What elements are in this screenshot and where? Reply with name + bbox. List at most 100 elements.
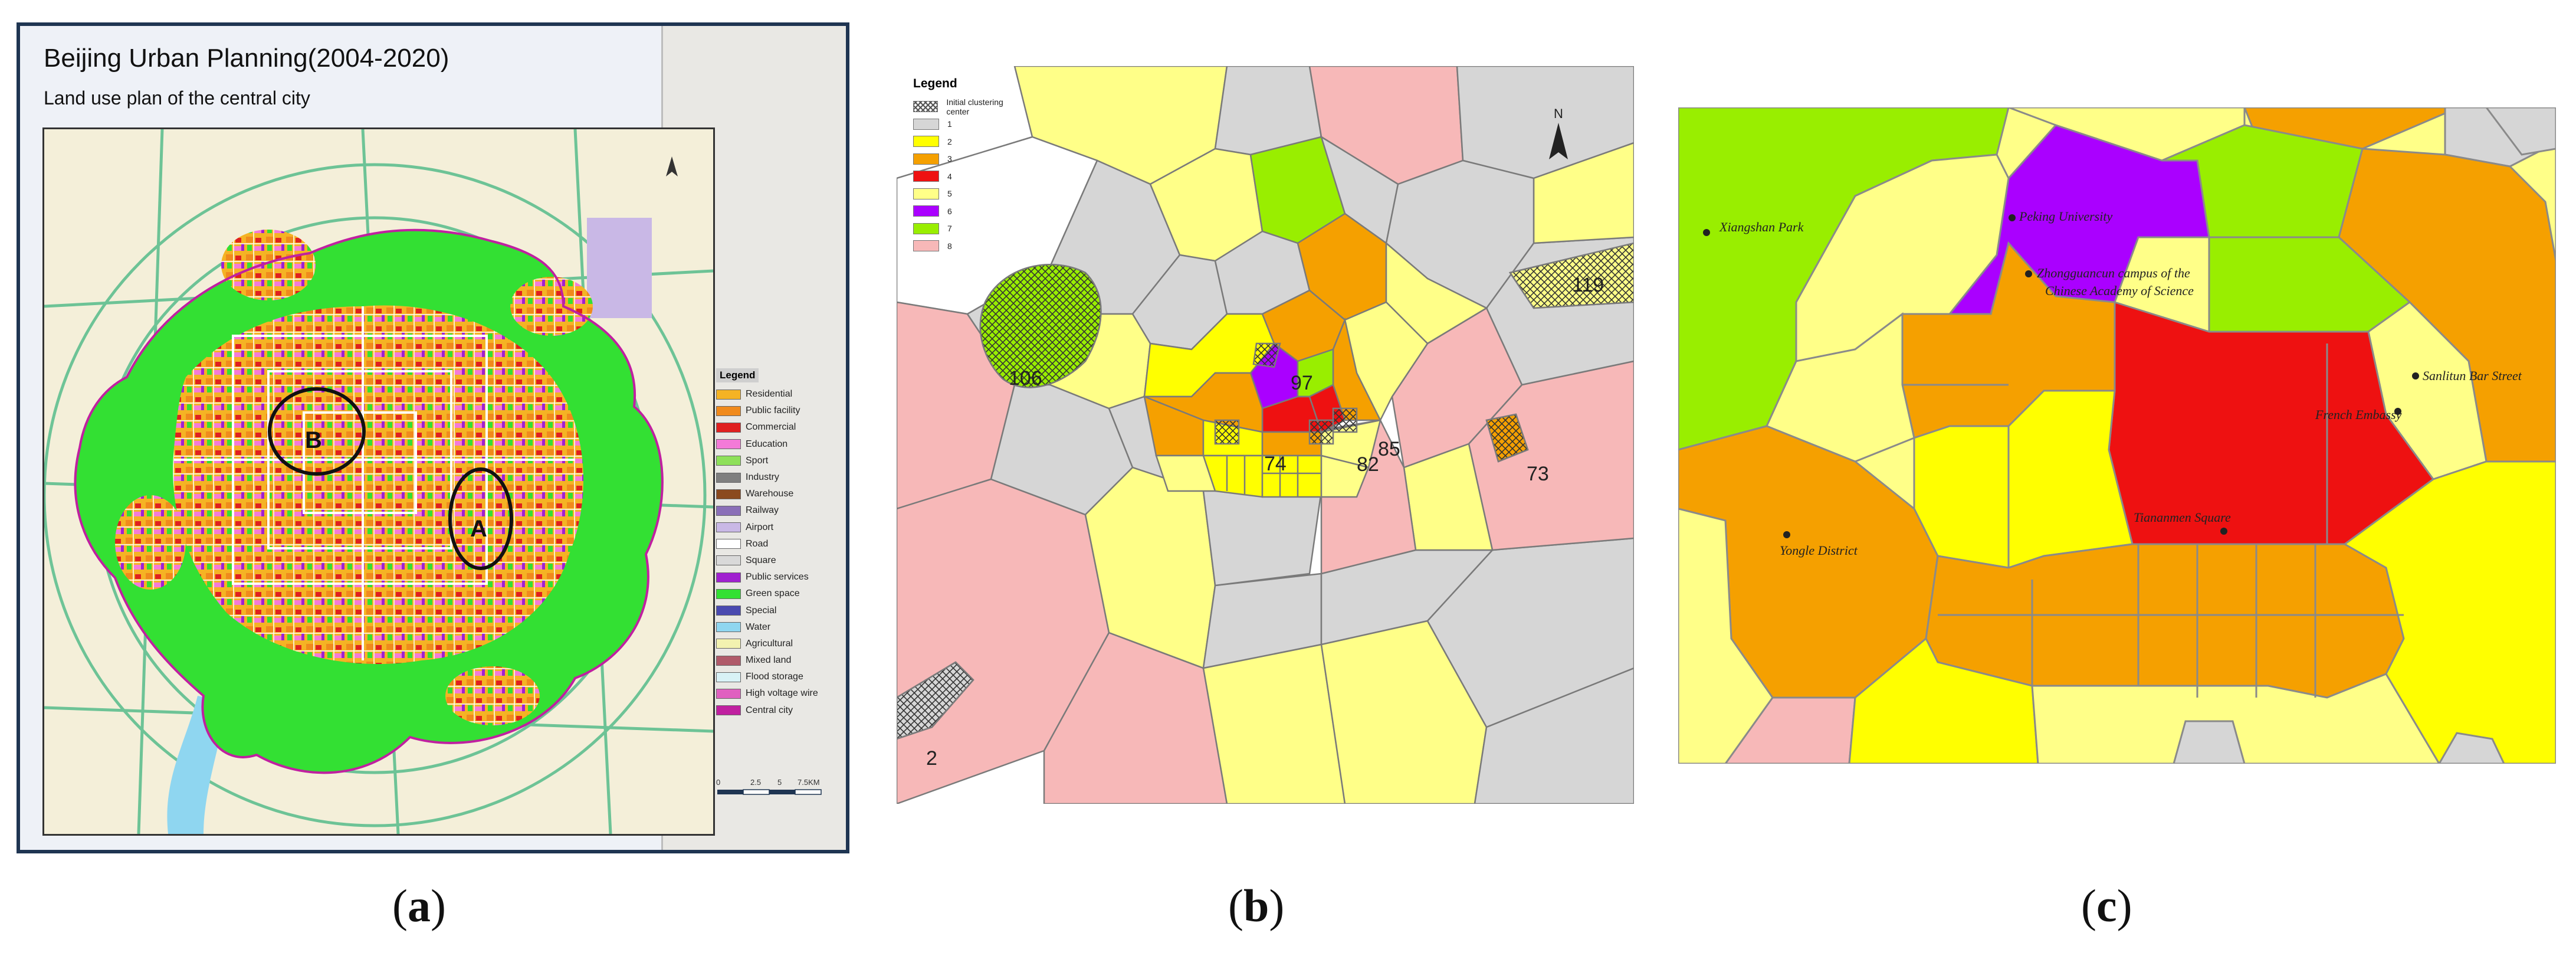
place-label-sanlitun: Sanlitun Bar Street xyxy=(2423,368,2522,383)
legend-title: Legend xyxy=(913,77,957,90)
legend-a-label: Road xyxy=(746,538,769,549)
legend-a-label: Industry xyxy=(746,472,779,483)
cluster-label-97: 97 xyxy=(1291,372,1313,394)
legend-a-item: Residential xyxy=(716,386,822,403)
legend-title: Legend xyxy=(716,368,759,382)
legend-b-label: 6 xyxy=(947,206,952,216)
land-use-map: B A xyxy=(42,127,715,836)
legend-a-item: Public services xyxy=(716,569,822,585)
legend-b-swatch xyxy=(913,136,939,148)
cluster-label-119: 119 xyxy=(1572,274,1604,296)
marker-a-label: A xyxy=(470,516,487,542)
marker-b-label: B xyxy=(305,427,322,453)
legend-b-item: 1 xyxy=(913,116,1025,133)
legend-a-swatch xyxy=(716,705,741,716)
legend-a-item: Airport xyxy=(716,519,822,536)
north-arrow-icon xyxy=(1549,123,1568,159)
marker-b-circle xyxy=(268,387,366,476)
legend-b-item: 4 xyxy=(913,168,1025,185)
legend-a-item: Central city xyxy=(716,702,822,719)
panel-a-land-use-plan: Beijing Urban Planning(2004-2020) Land u… xyxy=(17,22,849,853)
legend-a-label: Public services xyxy=(746,572,809,583)
place-dot-tiananmen xyxy=(2220,528,2227,535)
legend-a-swatch xyxy=(716,655,741,666)
legend-b-swatch xyxy=(913,118,939,130)
map-title: Beijing Urban Planning(2004-2020) xyxy=(44,44,449,73)
panel-c-central-detail: Xiangshan Park Peking University Zhonggu… xyxy=(1678,107,2556,764)
legend-a-label: Water xyxy=(746,621,771,632)
legend-b-swatch xyxy=(913,240,939,252)
legend-a-label: Warehouse xyxy=(746,489,794,499)
cluster-label-82: 82 xyxy=(1357,453,1379,476)
cluster-label-74: 74 xyxy=(1264,453,1287,475)
legend-a-label: Railway xyxy=(746,505,779,516)
legend-a-item: Road xyxy=(716,536,822,552)
legend-a-label: Special xyxy=(746,605,777,616)
legend-a-item: Green space xyxy=(716,585,822,602)
place-label-xiangshan: Xiangshan Park xyxy=(1719,220,1804,234)
caption-a: (a) xyxy=(392,880,446,931)
legend-a-item: Railway xyxy=(716,502,822,519)
legend-b-item: 5 xyxy=(913,185,1025,203)
legend-a-item: Agricultural xyxy=(716,636,822,652)
legend-b-swatch xyxy=(913,153,939,165)
legend-b-swatch xyxy=(913,188,939,199)
legend-a-swatch xyxy=(716,672,741,682)
legend-a-label: Green space xyxy=(746,588,800,599)
legend-a-label: Education xyxy=(746,439,788,449)
legend-a-swatch xyxy=(716,606,741,616)
north-arrow-icon xyxy=(666,156,678,176)
caption-a-letter: a xyxy=(407,880,431,931)
legend-a-label: Central city xyxy=(746,705,793,715)
place-dot-peking-university xyxy=(2009,214,2016,221)
cluster-label-73: 73 xyxy=(1527,463,1549,485)
legend-a-label: Sport xyxy=(746,455,769,466)
legend-b-swatch xyxy=(913,205,939,217)
legend-a-label: Residential xyxy=(746,389,793,400)
scale-label-0: 0 xyxy=(716,778,720,787)
legend-panel-b: Legend Initial clustering center 1 2 3 4 5 6 7 8 xyxy=(913,77,1025,255)
legend-b-label: 3 xyxy=(947,154,952,164)
central-detail-graphic: Xiangshan Park Peking University Zhonggu… xyxy=(1678,107,2556,764)
legend-a-item: Mixed land xyxy=(716,652,822,669)
legend-b-label: 5 xyxy=(947,189,952,199)
legend-a-swatch xyxy=(716,572,741,583)
land-use-map-graphic: B A xyxy=(44,129,713,834)
legend-a-swatch xyxy=(716,539,741,549)
scale-label-3: 7.5KM xyxy=(798,778,820,787)
legend-a-swatch xyxy=(716,688,741,699)
legend-a-swatch xyxy=(716,422,741,433)
place-label-zhongguancun-1: Zhongguancun campus of the xyxy=(2037,266,2190,280)
legend-a-item: Industry xyxy=(716,469,822,486)
legend-a-item: Commercial xyxy=(716,419,822,436)
legend-a-swatch xyxy=(716,555,741,566)
legend-a-swatch xyxy=(716,405,741,416)
place-label-french-embassy: French Embassy xyxy=(2315,407,2402,422)
legend-a-item: Special xyxy=(716,602,822,619)
legend-a-label: Airport xyxy=(746,522,774,532)
legend-a-swatch xyxy=(716,456,741,466)
legend-b-item: 3 xyxy=(913,150,1025,168)
legend-b-item: 7 xyxy=(913,220,1025,238)
place-dot-yongle xyxy=(1783,531,1790,538)
legend-panel-a: Legend Residential Public facility Commerc… xyxy=(716,368,822,719)
legend-a-label: Public facility xyxy=(746,405,800,416)
legend-b-item: 6 xyxy=(913,202,1025,220)
scale-label-1: 2.5 xyxy=(750,778,761,787)
cluster-label-2: 2 xyxy=(926,747,937,770)
legend-a-label: High voltage wire xyxy=(746,688,818,699)
legend-a-item: Flood storage xyxy=(716,669,822,685)
legend-a-item: Warehouse xyxy=(716,486,822,502)
place-dot-xiangshan xyxy=(1703,229,1710,236)
caption-c-letter: c xyxy=(2096,880,2117,931)
legend-b-item: 2 xyxy=(913,133,1025,150)
marker-a-circle xyxy=(448,467,513,570)
legend-b-swatch xyxy=(913,222,939,234)
caption-c: (c) xyxy=(2081,880,2132,931)
place-label-zhongguancun-2: Chinese Academy of Science xyxy=(2045,283,2194,298)
caption-b: (b) xyxy=(1228,880,1285,931)
scale-label-2: 5 xyxy=(777,778,782,787)
scale-bar: 0 2.5 5 7.5KM xyxy=(716,776,828,799)
legend-b-swatch xyxy=(913,101,938,113)
legend-b-label: 8 xyxy=(947,241,952,251)
